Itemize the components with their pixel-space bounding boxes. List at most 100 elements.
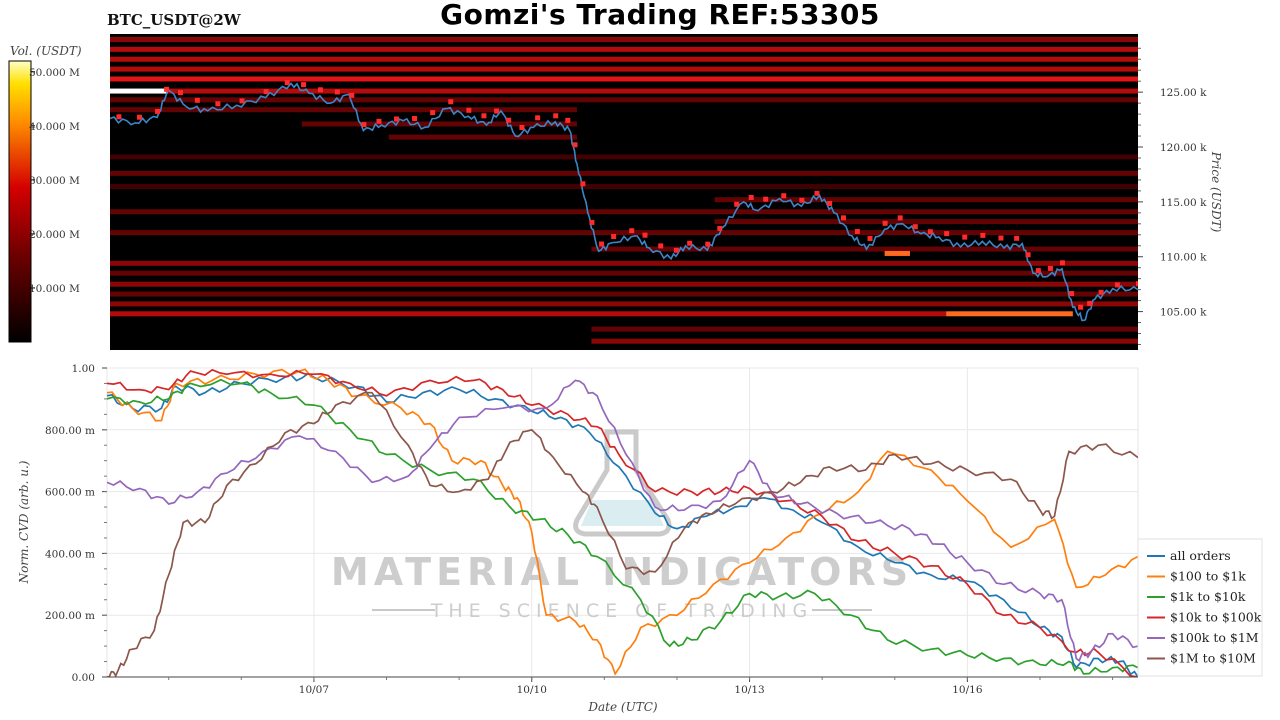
price-tick-label: 120.00 k — [1160, 142, 1207, 154]
order-cell — [572, 142, 578, 148]
cvd-series-line — [107, 368, 1138, 677]
legend-item-label: all orders — [1170, 548, 1231, 563]
order-cell — [116, 114, 122, 120]
order-cell — [448, 99, 454, 105]
legend: all orders $100 to $1k $1k to $10k $10k to … — [1137, 538, 1263, 677]
liquidity-band — [110, 97, 1138, 103]
order-cell — [393, 116, 399, 122]
liquidity-band — [110, 230, 1138, 236]
price-line — [110, 82, 1138, 322]
watermark-tagline: THE SCIENCE OF TRADING — [430, 600, 814, 622]
cvd-tick-label: 0.00 — [72, 672, 95, 684]
liquidity-band — [110, 56, 1138, 62]
order-cell — [334, 89, 340, 95]
legend-item-label: $100k to $1M — [1170, 630, 1259, 645]
order-cell — [194, 97, 200, 103]
order-cell — [177, 90, 183, 96]
order-cell — [565, 117, 571, 123]
order-cell — [412, 115, 418, 121]
liquidity-band — [946, 311, 1073, 317]
order-cell — [962, 234, 968, 240]
heatmap-panel: 105.00 k 110.00 k 115.00 k 120.00 k 125.00 k… — [110, 34, 1223, 350]
colorbar-label: Vol. (USDT) — [10, 44, 82, 58]
price-tick-label: 105.00 k — [1160, 307, 1207, 319]
liquidity-band — [110, 154, 1138, 160]
legend-item-label: $1k to $10k — [1170, 589, 1246, 604]
watermark-brand: MATERIAL INDICATORS — [331, 550, 913, 594]
order-cell — [215, 101, 221, 107]
liquidity-band — [110, 260, 1138, 266]
order-cell — [781, 193, 787, 199]
order-cell — [1078, 304, 1084, 310]
order-cell — [1098, 289, 1104, 295]
order-cell — [301, 82, 307, 88]
order-cell — [1014, 235, 1020, 241]
order-cell — [349, 92, 355, 98]
colorbar-tick-label: 10.000 M — [29, 283, 80, 295]
price-tick-label: 115.00 k — [1160, 197, 1207, 209]
order-cell — [673, 247, 679, 253]
price-tick-label: 110.00 k — [1160, 252, 1207, 264]
order-cell — [927, 229, 933, 235]
order-cell — [553, 113, 559, 119]
order-cell — [376, 118, 382, 124]
cvd-tick-label: 800.00 m — [45, 425, 95, 437]
liquidity-band — [110, 36, 1138, 42]
order-cell — [155, 108, 161, 114]
liquidity-band — [110, 209, 1138, 215]
legend-item-label: $10k to $100k — [1170, 610, 1262, 625]
order-cell — [164, 86, 170, 92]
order-cell — [658, 243, 664, 249]
liquidity-band — [714, 197, 1138, 203]
order-cell — [1025, 252, 1031, 258]
liquidity-band — [110, 184, 1138, 190]
order-cell — [317, 87, 323, 93]
cvd-series-line — [107, 368, 1138, 676]
order-cell — [136, 114, 142, 120]
order-cell — [1087, 300, 1093, 306]
liquidity-band — [110, 270, 1138, 276]
order-cell — [912, 224, 918, 230]
order-cell — [734, 201, 740, 207]
liquidity-band — [110, 301, 1138, 307]
liquidity-band — [388, 134, 577, 140]
order-cell — [519, 124, 525, 130]
date-tick-label: 10/13 — [734, 684, 764, 696]
order-cell — [611, 233, 617, 239]
liquidity-band — [110, 88, 168, 94]
order-cell — [284, 80, 290, 86]
liquidity-band — [110, 291, 1138, 297]
liquidity-band — [167, 88, 1138, 94]
order-cell — [239, 98, 245, 104]
liquidity-band — [591, 338, 1138, 344]
pair-label: BTC_USDT@2W — [107, 11, 241, 29]
order-cell — [897, 215, 903, 221]
order-cell — [642, 232, 648, 238]
order-cell — [1069, 291, 1075, 297]
order-cell — [494, 108, 500, 114]
colorbar-tick-label: 50.000 M — [29, 67, 80, 79]
price-axis-label: Price (USDT) — [1209, 151, 1223, 233]
date-tick-label: 10/16 — [952, 684, 983, 696]
date-tick-label: 10/07 — [299, 684, 329, 696]
order-cell — [748, 194, 754, 200]
liquidity-band — [110, 46, 1138, 52]
order-cell — [882, 220, 888, 226]
cvd-tick-label: 200.00 m — [45, 610, 95, 622]
order-cell — [867, 235, 873, 241]
order-cell — [599, 241, 605, 247]
liquidity-band — [110, 76, 1138, 82]
order-cell — [263, 89, 269, 95]
liquidity-band — [301, 121, 577, 127]
order-cell — [629, 228, 635, 234]
colorbar-tick-label: 20.000 M — [29, 229, 80, 241]
order-cell — [1059, 260, 1065, 266]
cvd-tick-label: 400.00 m — [45, 548, 95, 560]
order-cell — [854, 228, 860, 234]
order-cell — [535, 115, 541, 121]
order-cell — [799, 197, 805, 203]
order-cell — [687, 240, 693, 246]
order-cell — [1114, 282, 1120, 288]
colorbar-tick-label: 30.000 M — [29, 175, 80, 187]
